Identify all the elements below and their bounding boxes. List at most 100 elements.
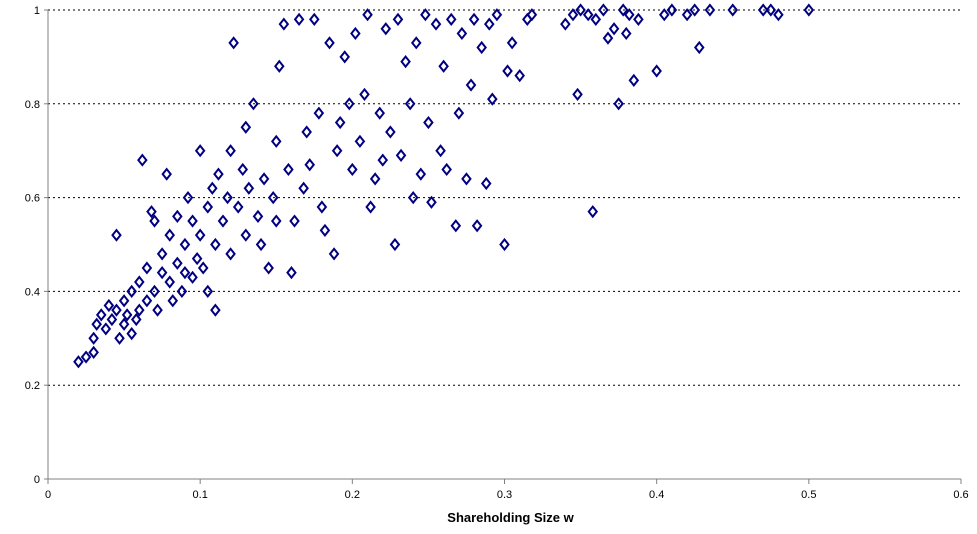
data-point: [176, 284, 188, 299]
data-point: [380, 22, 392, 36]
data-point: [179, 237, 191, 252]
y-tick-label: 1: [34, 5, 40, 17]
data-point: [293, 12, 305, 26]
x-tick-label: 0.4: [649, 489, 664, 501]
data-point: [598, 3, 609, 17]
data-point: [111, 228, 122, 242]
y-tick-label: 0.4: [25, 286, 40, 298]
y-tick-label: 0.6: [25, 193, 40, 205]
data-point: [666, 3, 678, 17]
data-point: [172, 209, 183, 223]
data-point: [567, 8, 579, 22]
data-points: [73, 3, 815, 369]
data-point: [681, 8, 693, 22]
data-point: [274, 59, 285, 73]
data-point: [298, 181, 309, 195]
data-point: [134, 303, 145, 317]
data-point: [197, 261, 209, 275]
x-tick-label: 0.5: [801, 489, 816, 501]
data-point: [210, 303, 221, 317]
data-point: [480, 176, 492, 191]
data-point: [658, 8, 670, 22]
data-point: [359, 87, 370, 102]
y-tick-label: 0.8: [25, 99, 40, 111]
data-point: [309, 12, 320, 26]
data-point: [438, 59, 449, 73]
data-point: [344, 97, 355, 111]
data-point: [316, 200, 328, 214]
data-point: [248, 97, 259, 111]
x-tick-label: 0.6: [953, 489, 968, 501]
data-point: [522, 12, 533, 26]
data-point: [347, 162, 358, 177]
data-point: [191, 251, 203, 266]
data-point: [304, 158, 316, 172]
data-point: [476, 40, 487, 55]
data-point: [445, 12, 457, 26]
data-point: [350, 26, 361, 41]
data-point: [572, 87, 583, 102]
data-point: [613, 97, 624, 111]
data-point: [134, 275, 145, 289]
y-tick-label: 0: [34, 474, 40, 486]
data-point: [526, 8, 538, 22]
y-tick-label: 0.2: [25, 380, 40, 392]
data-point: [582, 8, 594, 22]
data-point: [385, 125, 396, 139]
data-point: [156, 247, 168, 261]
data-point: [258, 172, 270, 186]
x-tick-label: 0.1: [193, 489, 208, 501]
data-point: [137, 153, 148, 167]
data-point: [334, 115, 346, 130]
data-point: [252, 209, 264, 223]
data-point: [100, 322, 112, 336]
data-point: [465, 78, 477, 92]
data-point: [354, 134, 366, 148]
data-point: [126, 284, 137, 299]
data-point: [126, 327, 137, 341]
data-point: [141, 261, 153, 275]
axes: [44, 9, 962, 484]
data-point: [164, 228, 176, 242]
data-point: [392, 12, 404, 26]
data-point: [267, 190, 279, 205]
data-point: [225, 247, 236, 261]
data-point: [141, 294, 153, 308]
data-point: [187, 270, 198, 284]
data-point: [187, 214, 198, 228]
data-point: [213, 167, 224, 181]
data-point: [283, 162, 294, 177]
data-point: [146, 205, 157, 219]
data-point: [217, 214, 229, 228]
data-point: [404, 97, 416, 111]
data-point: [484, 17, 495, 31]
data-point: [328, 247, 340, 261]
data-point: [88, 331, 99, 345]
data-point: [560, 17, 571, 31]
data-point: [369, 172, 381, 186]
data-point: [590, 12, 602, 26]
data-point: [182, 190, 194, 205]
data-point: [149, 284, 160, 299]
data-point: [118, 294, 130, 308]
data-point: [301, 125, 312, 139]
data-point: [106, 312, 118, 327]
data-point: [118, 317, 130, 331]
data-point: [95, 308, 107, 322]
data-point: [80, 350, 92, 364]
data-point: [377, 153, 389, 167]
data-point: [453, 106, 465, 120]
data-point: [441, 162, 452, 177]
data-point: [502, 64, 513, 78]
data-point: [389, 237, 401, 252]
data-point: [88, 345, 99, 359]
data-point: [620, 26, 632, 41]
x-axis-title: Shareholding Size w: [447, 510, 574, 525]
data-point: [704, 3, 716, 17]
data-point: [270, 214, 282, 228]
x-tick-label: 0.2: [345, 489, 360, 501]
data-point: [506, 36, 518, 50]
data-point: [313, 106, 325, 120]
